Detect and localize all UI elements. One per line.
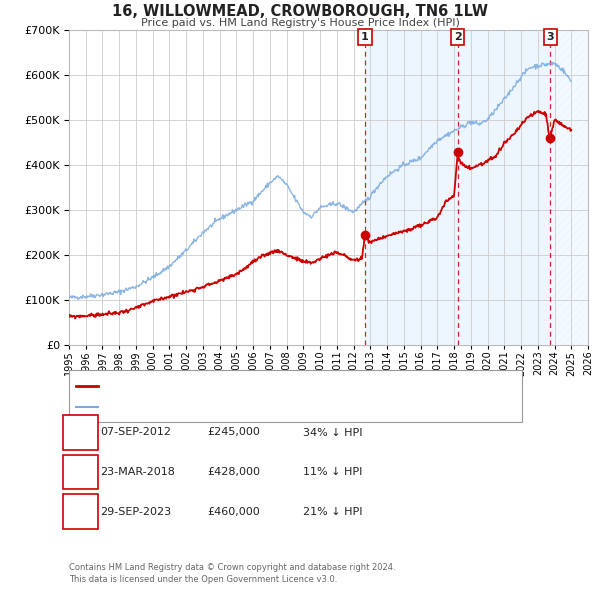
Text: 16, WILLOWMEAD, CROWBOROUGH, TN6 1LW: 16, WILLOWMEAD, CROWBOROUGH, TN6 1LW <box>112 4 488 19</box>
Text: 07-SEP-2012: 07-SEP-2012 <box>100 428 171 437</box>
Text: 34% ↓ HPI: 34% ↓ HPI <box>303 428 362 437</box>
Text: 23-MAR-2018: 23-MAR-2018 <box>100 467 175 477</box>
Text: Price paid vs. HM Land Registry's House Price Index (HPI): Price paid vs. HM Land Registry's House … <box>140 18 460 28</box>
Text: 3: 3 <box>547 32 554 42</box>
Text: £460,000: £460,000 <box>207 507 260 516</box>
Text: 21% ↓ HPI: 21% ↓ HPI <box>303 507 362 516</box>
Text: 29-SEP-2023: 29-SEP-2023 <box>100 507 172 516</box>
Text: £428,000: £428,000 <box>207 467 260 477</box>
Text: 3: 3 <box>76 505 85 518</box>
Text: 2: 2 <box>76 466 85 478</box>
Text: HPI: Average price, detached house, Wealden: HPI: Average price, detached house, Weal… <box>103 402 340 412</box>
Text: 16, WILLOWMEAD, CROWBOROUGH, TN6 1LW (detached house): 16, WILLOWMEAD, CROWBOROUGH, TN6 1LW (de… <box>103 381 436 391</box>
Text: Contains HM Land Registry data © Crown copyright and database right 2024.
This d: Contains HM Land Registry data © Crown c… <box>69 563 395 584</box>
Text: 1: 1 <box>361 32 369 42</box>
Text: 2: 2 <box>454 32 461 42</box>
Text: £245,000: £245,000 <box>207 428 260 437</box>
Bar <box>365 30 458 345</box>
Bar <box>550 30 588 345</box>
Text: 1: 1 <box>76 426 85 439</box>
Text: 11% ↓ HPI: 11% ↓ HPI <box>303 467 362 477</box>
Bar <box>458 30 550 345</box>
